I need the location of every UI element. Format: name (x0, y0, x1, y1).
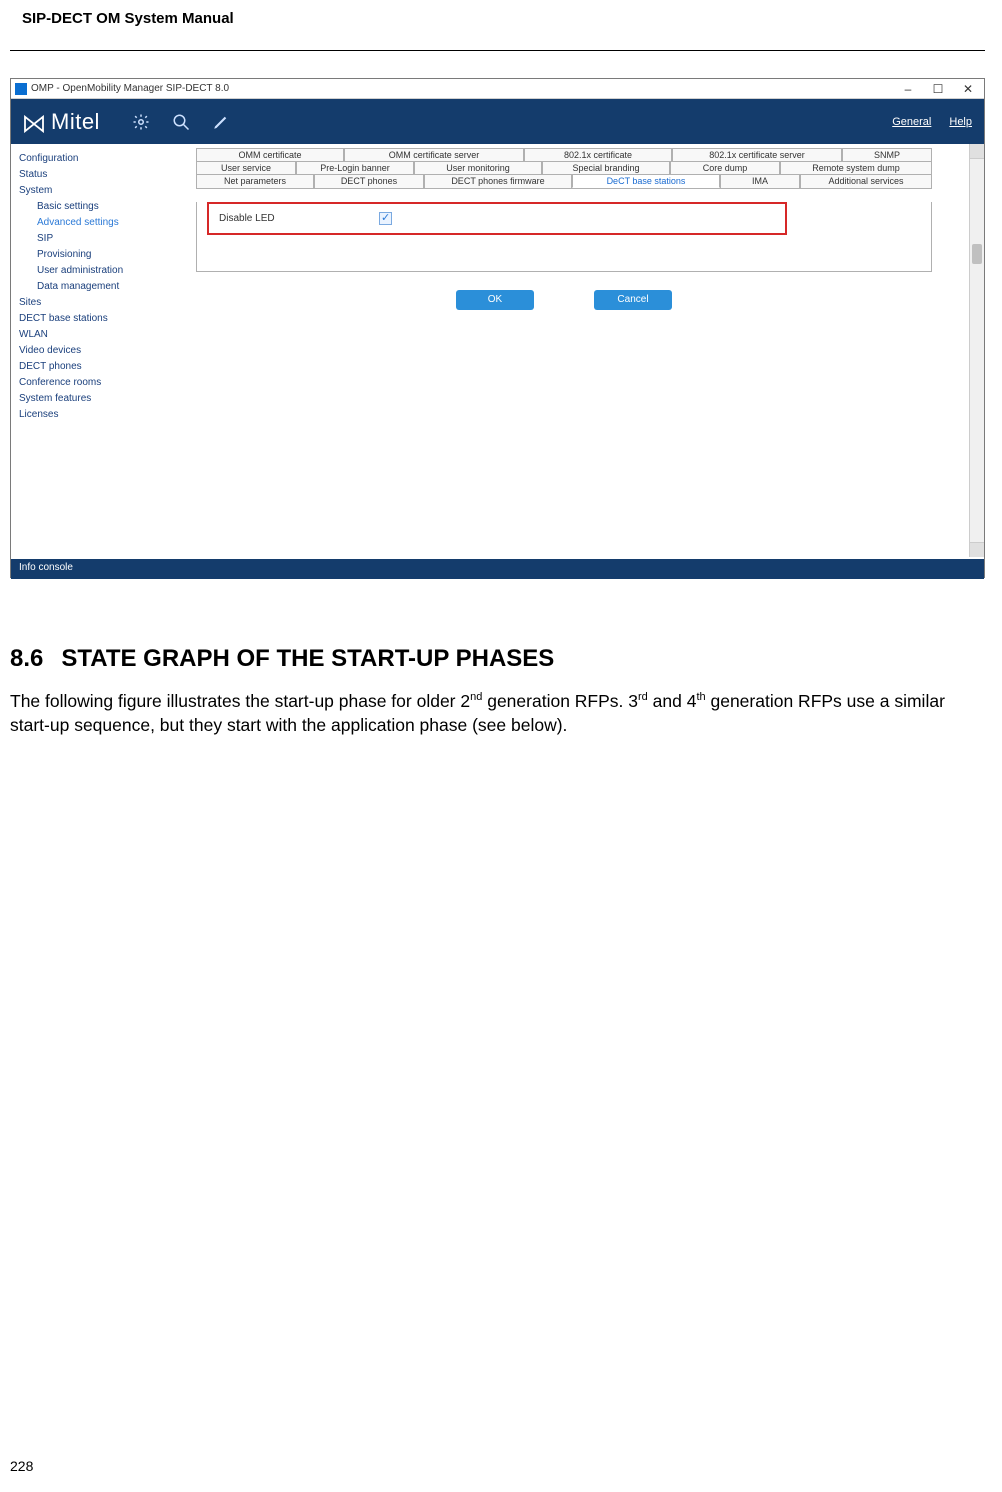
page-number: 228 (10, 1458, 33, 1474)
sidebar-item-system-features[interactable]: System features (19, 390, 166, 406)
section-heading: 8.6 STATE GRAPH OF THE START-UP PHASES (10, 645, 554, 673)
tab-dect-phones[interactable]: DECT phones (314, 174, 424, 188)
section-paragraph: The following figure illustrates the sta… (10, 690, 980, 737)
tab-net-parameters[interactable]: Net parameters (196, 174, 314, 188)
sidebar-item-basic-settings[interactable]: Basic settings (19, 198, 166, 214)
header-rule (10, 50, 985, 51)
gear-icon[interactable] (132, 113, 150, 131)
maximize-button[interactable]: ☐ (932, 83, 944, 95)
section-number: 8.6 (10, 645, 43, 673)
window-controls: – ☐ ✕ (902, 83, 980, 95)
tab-remote-system-dump[interactable]: Remote system dump (780, 161, 932, 174)
page-header: SIP-DECT OM System Manual (22, 10, 234, 27)
sidebar-item-video-devices[interactable]: Video devices (19, 342, 166, 358)
para-part-c: and 4 (648, 691, 697, 711)
app-icon (15, 83, 27, 95)
minimize-button[interactable]: – (902, 83, 914, 95)
para-part-a: The following figure illustrates the sta… (10, 691, 470, 711)
sidebar-item-wlan[interactable]: WLAN (19, 326, 166, 342)
tabs-row-1: OMM certificate OMM certificate server 8… (196, 148, 932, 161)
tabs-row-3: Net parameters DECT phones DECT phones f… (196, 174, 932, 188)
app-window: OMP - OpenMobility Manager SIP-DECT 8.0 … (10, 78, 985, 578)
tab-user-service[interactable]: User service (196, 161, 296, 174)
tab-snmp[interactable]: SNMP (842, 148, 932, 161)
tab-pre-login-banner[interactable]: Pre-Login banner (296, 161, 414, 174)
pencil-icon[interactable] (212, 113, 230, 131)
brand-logo: Mitel (23, 109, 100, 135)
tab-special-branding[interactable]: Special branding (542, 161, 670, 174)
sidebar-item-conference-rooms[interactable]: Conference rooms (19, 374, 166, 390)
sidebar-item-dect-base-stations[interactable]: DECT base stations (19, 310, 166, 326)
tab-user-monitoring[interactable]: User monitoring (414, 161, 542, 174)
setting-label: Disable LED (219, 213, 379, 224)
sidebar-item-configuration[interactable]: Configuration (19, 150, 166, 166)
info-console[interactable]: Info console (11, 559, 984, 579)
tab-dect-phones-firmware[interactable]: DECT phones firmware (424, 174, 572, 188)
link-general[interactable]: General (892, 116, 931, 128)
brand-text: Mitel (51, 109, 100, 135)
disable-led-checkbox[interactable] (379, 212, 392, 225)
sidebar-item-data-management[interactable]: Data management (19, 278, 166, 294)
sidebar-item-advanced-settings[interactable]: Advanced settings (19, 214, 166, 230)
sidebar-item-system[interactable]: System (19, 182, 166, 198)
sidebar-item-sip[interactable]: SIP (19, 230, 166, 246)
tab-ima[interactable]: IMA (720, 174, 800, 188)
tab-8021x-certificate[interactable]: 802.1x certificate (524, 148, 672, 161)
sup-rd: rd (638, 691, 648, 703)
tab-core-dump[interactable]: Core dump (670, 161, 780, 174)
brand-mark-icon (23, 113, 45, 131)
sidebar: Configuration Status System Basic settin… (11, 144, 166, 559)
tab-omm-certificate-server[interactable]: OMM certificate server (344, 148, 524, 161)
tab-content-border: Disable LED (196, 202, 932, 272)
scrollbar-thumb[interactable] (972, 244, 982, 264)
close-button[interactable]: ✕ (962, 83, 974, 95)
app-body: Configuration Status System Basic settin… (11, 144, 984, 559)
tabs: OMM certificate OMM certificate server 8… (196, 148, 932, 189)
sup-th: th (696, 691, 705, 703)
setting-disable-led: Disable LED (207, 202, 787, 235)
sidebar-item-status[interactable]: Status (19, 166, 166, 182)
vertical-scrollbar[interactable] (969, 144, 984, 557)
link-help[interactable]: Help (949, 116, 972, 128)
cancel-button[interactable]: Cancel (594, 290, 672, 310)
para-part-b: generation RFPs. 3 (482, 691, 638, 711)
sidebar-item-user-administration[interactable]: User administration (19, 262, 166, 278)
search-icon[interactable] (172, 113, 190, 131)
tab-8021x-certificate-server[interactable]: 802.1x certificate server (672, 148, 842, 161)
window-titlebar: OMP - OpenMobility Manager SIP-DECT 8.0 … (11, 79, 984, 99)
action-buttons: OK Cancel (196, 290, 932, 310)
tabs-row-2: User service Pre-Login banner User monit… (196, 161, 932, 174)
topbar-right: General Help (892, 116, 972, 128)
sidebar-item-dect-phones[interactable]: DECT phones (19, 358, 166, 374)
ok-button[interactable]: OK (456, 290, 534, 310)
sidebar-item-licenses[interactable]: Licenses (19, 406, 166, 422)
section-title: STATE GRAPH OF THE START-UP PHASES (61, 645, 554, 673)
tab-omm-certificate[interactable]: OMM certificate (196, 148, 344, 161)
tab-dect-base-stations[interactable]: DeCT base stations (572, 174, 720, 188)
sidebar-item-sites[interactable]: Sites (19, 294, 166, 310)
window-title: OMP - OpenMobility Manager SIP-DECT 8.0 (31, 83, 902, 94)
tab-additional-services[interactable]: Additional services (800, 174, 932, 188)
topbar: Mitel General Help (11, 99, 984, 144)
main-panel: OMM certificate OMM certificate server 8… (166, 144, 984, 559)
sidebar-item-provisioning[interactable]: Provisioning (19, 246, 166, 262)
toolbar (132, 113, 230, 131)
sup-nd: nd (470, 691, 482, 703)
